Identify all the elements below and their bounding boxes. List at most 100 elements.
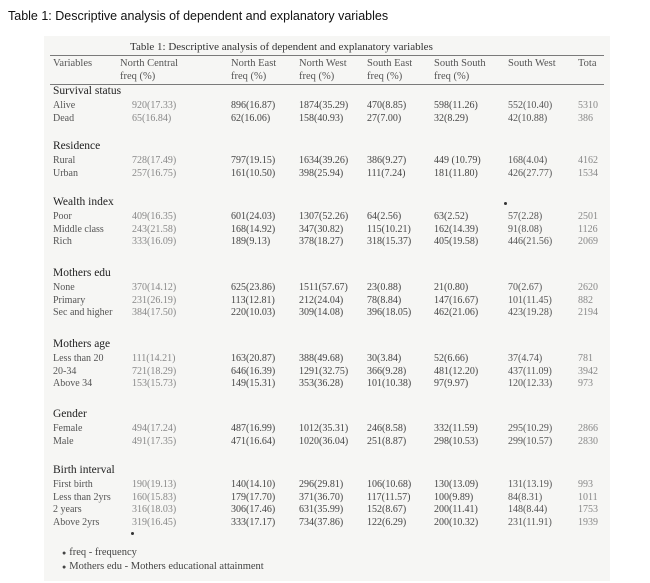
row-label: Above 2yrs	[53, 516, 100, 528]
cell-se: 23(0.88)	[367, 282, 402, 293]
cell-sw: 423(19.28)	[508, 307, 553, 318]
cell-nc: 316(18.03)	[132, 504, 177, 515]
inner-table-title: Table 1: Descriptive analysis of depende…	[130, 41, 433, 53]
cell-sw: 437(11.09)	[508, 365, 552, 377]
cell-nw: 398(25.94)	[299, 167, 344, 179]
cell-sw: 91(8.08)	[508, 223, 543, 235]
header-south-south: South South	[434, 58, 486, 69]
cell-ss: 63(2.52)	[434, 211, 469, 222]
header-total: Tota	[578, 58, 597, 69]
table-row: 20-34 721(18.29) 646(16.39) 1291(32.75) 366(…	[44, 366, 610, 378]
cell-se: 470(8.85)	[367, 100, 407, 111]
cell-se: 111(7.24)	[367, 167, 406, 179]
table-row: Less than 20 111(14.21) 163(20.87) 388(49.6…	[44, 353, 610, 365]
header-sub-se: freq (%)	[367, 71, 403, 82]
row-label: 2 years	[53, 504, 82, 515]
note-freq: ● freq - frequency	[62, 547, 137, 558]
cell-ss: 462(21.06)	[434, 307, 479, 318]
cell-ss: 181(11.80)	[434, 167, 478, 179]
cell-nw: 734(37.86)	[299, 516, 344, 528]
cell-se: 106(10.68)	[367, 479, 412, 490]
table-row: Less than 2yrs 160(15.83) 179(17.70) 371(36…	[44, 492, 610, 504]
cell-nw: 212(24.04)	[299, 294, 344, 306]
table-row: Rural 728(17.49) 797(19.15) 1634(39.26) 386(…	[44, 155, 610, 167]
cell-tot: 1534	[578, 167, 598, 179]
cell-se: 366(9.28)	[367, 365, 407, 377]
row-label: Above 34	[53, 378, 93, 389]
table-row: Poor 409(16.35) 601(24.03) 1307(52.26) 64(2.…	[44, 211, 610, 223]
cell-tot: 1011	[578, 491, 598, 503]
row-label: 20-34	[53, 365, 77, 377]
cell-se: 27(7.00)	[367, 112, 402, 124]
cell-tot: 2194	[578, 307, 598, 318]
cell-nc: 111(14.21)	[132, 353, 176, 364]
cell-nw: 1634(39.26)	[299, 155, 349, 166]
cell-tot: 882	[578, 294, 593, 306]
cell-ne: 646(16.39)	[231, 365, 276, 377]
cell-tot: 1126	[578, 223, 598, 235]
cell-nc: 65(16.84)	[132, 112, 172, 124]
cell-se: 30(3.84)	[367, 353, 402, 364]
cell-sw: 168(4.04)	[508, 155, 548, 166]
cell-ss: 598(11.26)	[434, 100, 478, 111]
cell-ne: 797(19.15)	[231, 155, 276, 166]
cell-ne: 140(14.10)	[231, 479, 276, 490]
cell-nw: 1291(32.75)	[299, 365, 349, 377]
row-label: None	[53, 282, 75, 293]
table-row: Rich 333(16.09) 189(9.13) 378(18.27) 318(15.…	[44, 236, 610, 248]
cell-nc: 721(18.29)	[132, 365, 177, 377]
row-label: Middle class	[53, 223, 104, 235]
cell-se: 64(2.56)	[367, 211, 402, 222]
cell-sw: 426(27.77)	[508, 167, 553, 179]
header-north-central: North Central	[120, 58, 179, 69]
cell-nc: 319(16.45)	[132, 516, 177, 528]
table-row: Sec and higher 384(17.50) 220(10.03) 309(14…	[44, 307, 610, 319]
cell-sw: 446(21.56)	[508, 236, 553, 247]
cell-nw: 1511(57.67)	[299, 282, 348, 293]
cell-ne: 163(20.87)	[231, 353, 276, 364]
cell-se: 396(18.05)	[367, 307, 412, 318]
header-north-east: North East	[231, 58, 277, 69]
cell-ss: 130(13.09)	[434, 479, 479, 490]
cell-nc: 409(16.35)	[132, 211, 177, 222]
cell-nw: 378(18.27)	[299, 236, 344, 247]
cell-ss: 32(8.29)	[434, 112, 469, 124]
scan-speck	[504, 202, 507, 205]
cell-ne: 168(14.92)	[231, 223, 276, 235]
cell-tot: 2069	[578, 236, 598, 247]
row-label: First birth	[53, 479, 93, 490]
cell-ne: 601(24.03)	[231, 211, 276, 222]
cell-nc: 728(17.49)	[132, 155, 177, 166]
cell-ne: 62(16.06)	[231, 112, 271, 124]
cell-ne: 625(23.86)	[231, 282, 276, 293]
cell-ne: 179(17.70)	[231, 491, 276, 503]
cell-ss: 21(0.80)	[434, 282, 469, 293]
cell-tot: 5310	[578, 100, 598, 111]
table-row: None 370(14.12) 625(23.86) 1511(57.67) 23(0.…	[44, 282, 610, 294]
cell-nw: 631(35.99)	[299, 504, 344, 515]
scan-speck	[131, 532, 134, 535]
row-label: Sec and higher	[53, 307, 113, 318]
table-row: Male 491(17.35) 471(16.64) 1020(36.04) 251(8…	[44, 436, 610, 448]
header-south-east: South East	[367, 58, 413, 69]
cell-nc: 494(17.24)	[132, 423, 177, 434]
row-label: Rural	[53, 155, 76, 166]
cell-nw: 1020(36.04)	[299, 435, 349, 447]
cell-nc: 153(15.73)	[132, 378, 177, 389]
cell-nw: 371(36.70)	[299, 491, 344, 503]
cell-nw: 347(30.82)	[299, 223, 344, 235]
cell-tot: 993	[578, 479, 593, 490]
cell-nc: 257(16.75)	[132, 167, 177, 179]
row-label: Rich	[53, 236, 72, 247]
cell-nc: 231(26.19)	[132, 294, 177, 306]
cell-ne: 149(15.31)	[231, 378, 276, 389]
header-north-west: North West	[299, 58, 347, 69]
cell-tot: 2501	[578, 211, 598, 222]
cell-nc: 920(17.33)	[132, 100, 177, 111]
cell-nc: 190(19.13)	[132, 479, 177, 490]
cell-nc: 370(14.12)	[132, 282, 177, 293]
table-row: Primary 231(26.19) 113(12.81) 212(24.04) 78(…	[44, 295, 610, 307]
cell-ss: 162(14.39)	[434, 223, 479, 235]
cell-nc: 333(16.09)	[132, 236, 177, 247]
cell-ss: 200(11.41)	[434, 504, 478, 515]
